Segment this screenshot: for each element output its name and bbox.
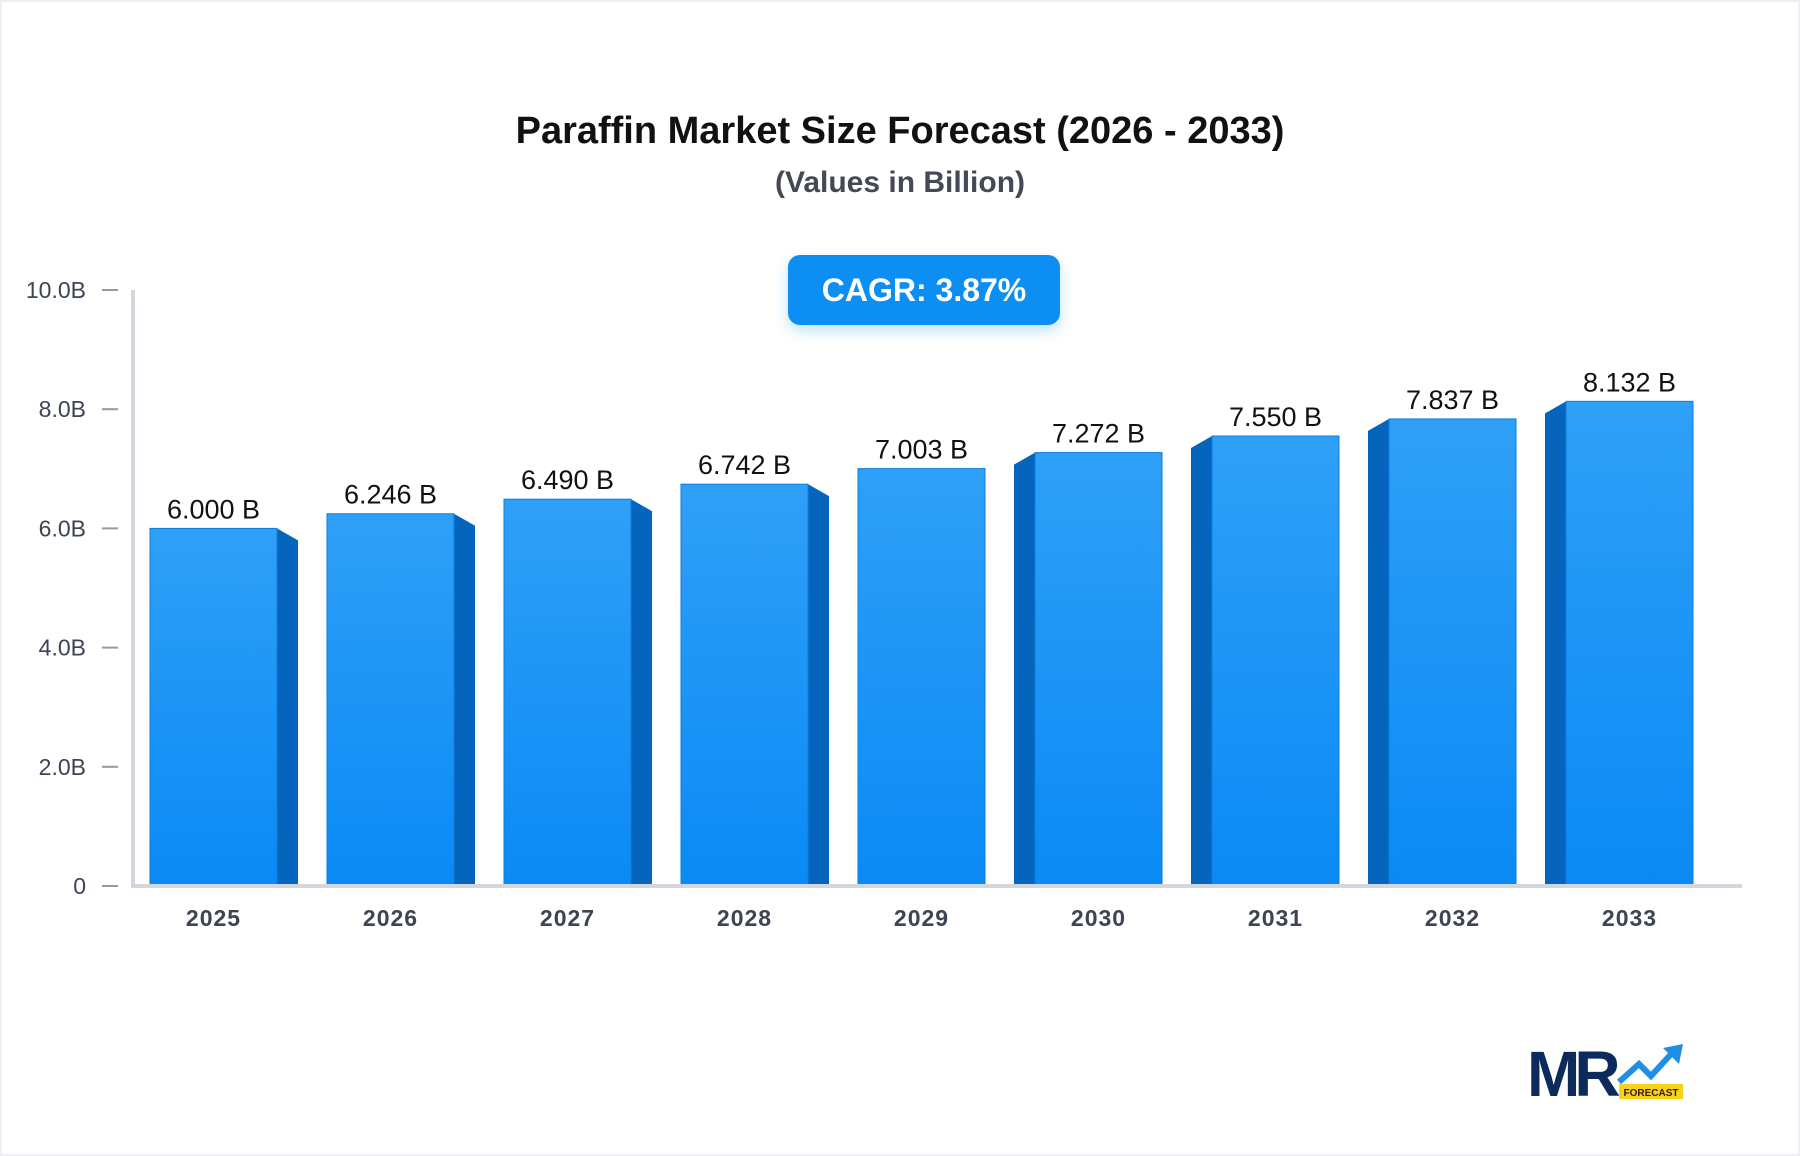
bar-side [808,484,829,886]
chart-subtitle: (Values in Billion) [774,166,1026,199]
bar [857,468,986,887]
bar [1034,452,1163,887]
bar [680,483,809,887]
data-label: 6.490 B [521,465,614,495]
data-label: 7.272 B [1052,419,1145,449]
data-label: 7.837 B [1406,385,1499,415]
bar-side [1368,418,1389,886]
data-label: 7.550 B [1229,402,1322,432]
y-tick-label: 0 [73,873,86,899]
x-tick-label: 2031 [1248,905,1303,931]
svg-text:MR: MR [1527,1040,1619,1100]
chart-title: Paraffin Market Size Forecast (2026 - 20… [515,110,1285,152]
data-label: 8.132 B [1583,367,1676,397]
y-tick-label: 8.0B [39,396,86,422]
x-tick-label: 2026 [363,905,418,931]
x-tick-label: 2030 [1071,905,1126,931]
y-tick-label: 4.0B [39,635,86,661]
x-tick-label: 2029 [894,905,949,931]
data-label: 6.000 B [167,494,260,524]
bar [326,513,455,887]
bar [1211,435,1340,887]
data-label: 7.003 B [875,435,968,465]
bar-side [1191,436,1212,886]
data-label: 6.246 B [344,480,437,510]
bar-side [1014,452,1035,886]
bar-side [277,528,298,886]
bar-side [631,499,652,886]
cagr-badge: CAGR: 3.87% [788,255,1060,325]
x-tick-label: 2028 [717,905,772,931]
x-tick-label: 2032 [1425,905,1480,931]
bar [1565,400,1694,887]
y-tick-label: 6.0B [39,515,86,541]
data-label: 6.742 B [698,450,791,480]
bar-side [1545,401,1566,886]
y-tick-label: 2.0B [39,754,86,780]
bar [1388,418,1517,887]
bar-side [454,513,475,886]
mr-forecast-logo: MR FORECAST [1527,1040,1683,1100]
y-tick-label: 10.0B [26,277,86,303]
x-tick-label: 2027 [540,905,595,931]
svg-text:FORECAST: FORECAST [1624,1088,1679,1099]
bar [503,498,632,887]
x-tick-label: 2033 [1602,905,1657,931]
x-tick-label: 2025 [186,905,241,931]
bar [149,527,278,887]
